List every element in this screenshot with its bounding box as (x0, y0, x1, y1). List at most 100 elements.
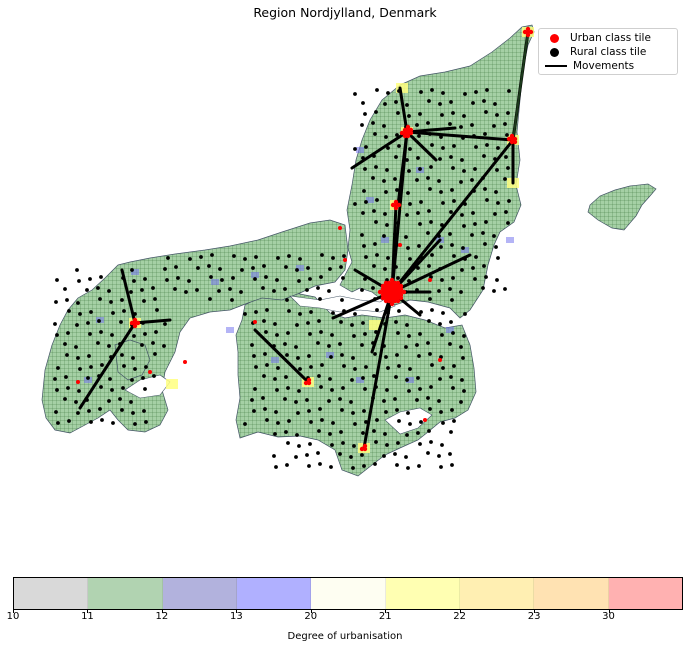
rural-tile-dot (273, 322, 277, 326)
land-laesoe (587, 183, 657, 231)
rural-tile-dot (438, 322, 442, 326)
rural-tile-dot (383, 212, 387, 216)
rural-tile-dot (283, 342, 287, 346)
rural-tile-dot (74, 400, 78, 404)
rural-tile-dot (418, 332, 422, 336)
rural-tile-dot (483, 242, 487, 246)
rural-tile-dot (396, 276, 400, 280)
rural-tile-dot (342, 364, 346, 368)
colorbar-segment (459, 578, 535, 609)
rural-tile-dot (331, 311, 335, 315)
rural-tile-dot (473, 167, 477, 171)
rural-tile-dot (230, 298, 234, 302)
land-masses (41, 24, 657, 477)
rural-tile-dot (439, 245, 443, 249)
colorbar-tickmark (87, 610, 89, 613)
rural-tile-dot (371, 286, 375, 290)
highlight-tile (396, 83, 408, 93)
rural-tile-dot (140, 288, 144, 292)
rural-tile-dot (463, 312, 467, 316)
rural-tile-dot (440, 278, 444, 282)
rural-tile-dot (152, 374, 156, 378)
rural-tile-dot (342, 254, 346, 258)
rural-tile-dot (406, 191, 410, 195)
rural-tile-dot (286, 386, 290, 390)
rural-tile-dot (331, 421, 335, 425)
rural-tile-dot (504, 210, 508, 214)
blue-tile (211, 279, 219, 285)
rural-tile-dot (415, 343, 419, 347)
rural-tile-dot (408, 202, 412, 206)
rural-tile-dot (407, 169, 411, 173)
rural-tile-dot (133, 422, 137, 426)
urban-tile-dot (428, 278, 432, 282)
rural-tile-dot (320, 363, 324, 367)
rural-tile-dot (199, 255, 203, 259)
rural-tile-dot (85, 288, 89, 292)
rural-tile-dot (375, 418, 379, 422)
rural-tile-dot (428, 297, 432, 301)
rural-tile-dot (250, 343, 254, 347)
rural-tile-dot (100, 418, 104, 422)
blue-tile (296, 265, 304, 271)
rural-tile-dot (330, 333, 334, 337)
rural-tile-dot (415, 123, 419, 127)
rural-tile-dot (427, 429, 431, 433)
rural-tile-dot (319, 275, 323, 279)
rural-tile-dot (372, 154, 376, 158)
blue-tile (406, 377, 414, 383)
rural-tile-dot (317, 429, 321, 433)
rural-tile-dot (142, 299, 146, 303)
rural-tile-dot (89, 420, 93, 424)
rural-tile-dot (363, 332, 367, 336)
rural-tile-dot (396, 331, 400, 335)
rural-tile-dot (275, 278, 279, 282)
rural-tile-dot (394, 320, 398, 324)
rural-tile-dot (99, 330, 103, 334)
rural-tile-dot (55, 388, 59, 392)
colorbar-segment (88, 578, 163, 609)
rural-tile-dot (340, 408, 344, 412)
rural-tile-dot (448, 122, 452, 126)
rural-tile-dot (394, 100, 398, 104)
rural-tile-dot (142, 409, 146, 413)
rural-tile-dot (418, 222, 422, 226)
rural-tile-dot (440, 333, 444, 337)
rural-tile-dot (437, 454, 441, 458)
rural-tile-dot (327, 399, 331, 403)
rural-tile-dot (98, 407, 102, 411)
rural-tile-dot (426, 121, 430, 125)
rural-tile-dot (405, 323, 409, 327)
rural-tile-dot (393, 232, 397, 236)
rural-tile-dot (382, 234, 386, 238)
rural-tile-dot (427, 209, 431, 213)
rural-tile-dot (416, 156, 420, 160)
rural-tile-dot (316, 341, 320, 345)
rural-tile-dot (118, 397, 122, 401)
rural-tile-dot (438, 377, 442, 381)
rural-tile-dot (316, 286, 320, 290)
line-icon (545, 65, 567, 67)
rural-tile-dot (441, 201, 445, 205)
rural-tile-dot (417, 464, 421, 468)
rural-tile-dot (329, 355, 333, 359)
rural-tile-dot (265, 363, 269, 367)
rural-tile-dot (327, 289, 331, 293)
rural-tile-dot (419, 255, 423, 259)
rural-tile-dot (78, 367, 82, 371)
rural-tile-dot (449, 430, 453, 434)
urban-tile-dot (512, 139, 518, 145)
rural-tile-dot (395, 463, 399, 467)
urban-tile-dot (343, 258, 347, 262)
urban-tile-dot (76, 380, 80, 384)
rural-tile-dot (119, 320, 123, 324)
rural-tile-dot (287, 309, 291, 313)
urban-tile-dot (338, 226, 342, 230)
rural-tile-dot (383, 102, 387, 106)
rural-tile-dot (360, 343, 364, 347)
map-canvas (41, 24, 657, 477)
rural-tile-dot (428, 187, 432, 191)
rural-tile-dot (298, 312, 302, 316)
rural-tile-dot (362, 244, 366, 248)
rural-tile-dot (53, 377, 57, 381)
